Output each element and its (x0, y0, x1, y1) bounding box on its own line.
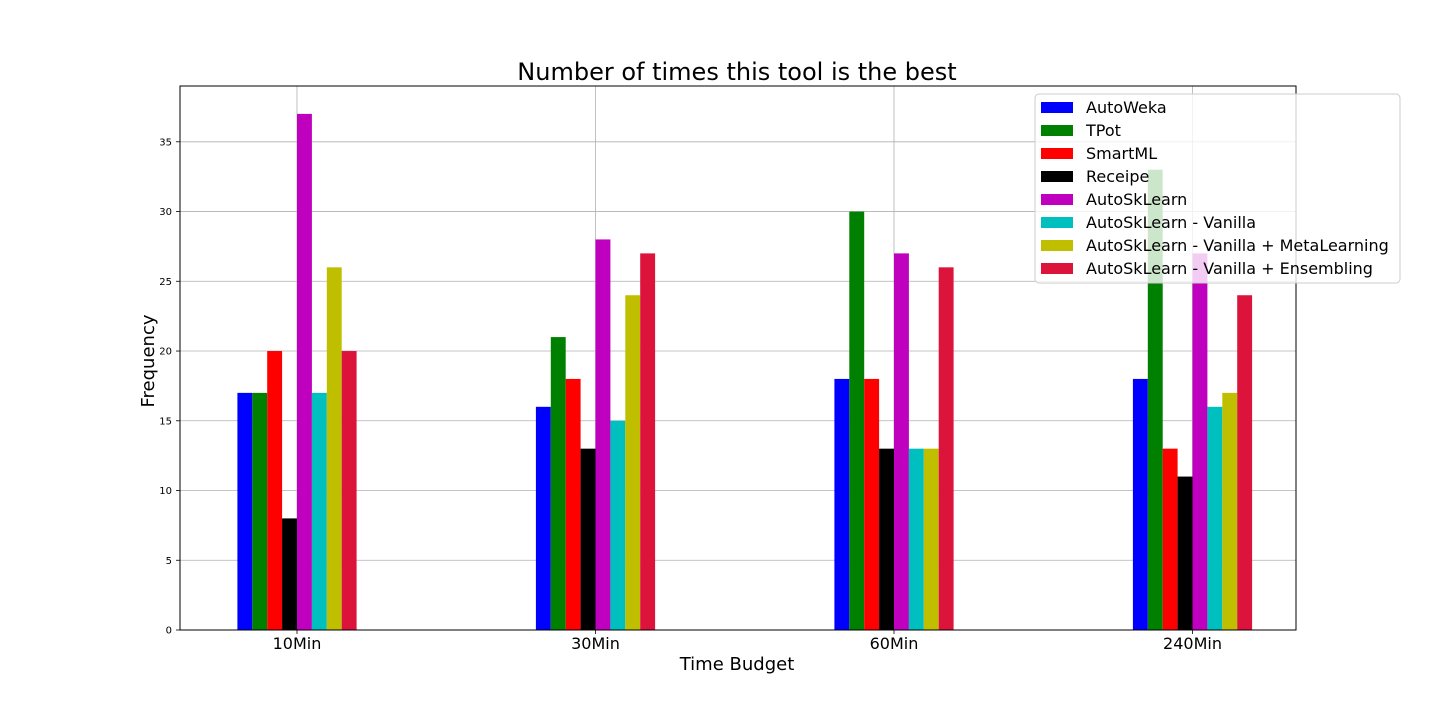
bar (595, 239, 611, 630)
legend-swatch (1041, 171, 1073, 182)
y-tick-label: 30 (159, 207, 172, 218)
legend-label: AutoSkLearn (1086, 190, 1187, 209)
x-tick-label: 30Min (571, 634, 620, 653)
bar (923, 448, 939, 630)
bar (849, 211, 865, 631)
legend-swatch (1041, 148, 1073, 159)
bar (1162, 448, 1178, 630)
y-tick-label: 5 (166, 556, 172, 567)
x-axis-label: Time Budget (679, 654, 795, 675)
legend-swatch (1041, 194, 1073, 205)
x-tick-label: 240Min (1163, 634, 1222, 653)
x-tick-label: 10Min (273, 634, 322, 653)
bar (879, 448, 894, 630)
y-tick-label: 20 (159, 347, 172, 358)
bar (1192, 253, 1208, 630)
legend: AutoWeka TPot SmartML Receipe AutoSkLearn Aut… (1034, 93, 1401, 284)
bar (580, 448, 596, 630)
bar (834, 378, 850, 630)
bar (341, 351, 357, 630)
legend-label: AutoWeka (1086, 98, 1167, 117)
bar (535, 406, 551, 630)
bar (864, 378, 880, 630)
bar (252, 392, 268, 630)
bars (237, 113, 1253, 631)
x-tick-label: 60Min (870, 634, 919, 653)
legend-label: TPot (1085, 121, 1121, 140)
bar (1222, 392, 1238, 630)
bar (565, 378, 581, 630)
bar (1207, 406, 1223, 630)
legend-label: SmartML (1086, 144, 1157, 163)
bar (908, 448, 924, 630)
legend-swatch (1041, 217, 1073, 228)
plot-frame (179, 85, 1297, 631)
bar (610, 420, 626, 630)
bar (1132, 378, 1148, 630)
bar (640, 253, 656, 630)
bar (1177, 476, 1193, 630)
y-tick-label: 35 (159, 137, 172, 148)
axes: 0 5 10 15 20 25 30 35 10Min 30Min 60Min 240Min (159, 85, 1297, 653)
legend-label: AutoSkLearn - Vanilla (1086, 213, 1256, 232)
bar (938, 267, 954, 630)
legend-label: Receipe (1086, 167, 1149, 186)
legend-swatch (1041, 240, 1073, 251)
bar (267, 351, 283, 630)
y-axis-label: Frequency (138, 314, 159, 407)
bar (1237, 295, 1253, 630)
legend-label: AutoSkLearn - Vanilla + MetaLearning (1086, 236, 1389, 255)
bar (326, 267, 342, 630)
bar (311, 392, 327, 630)
y-tick-label: 15 (159, 416, 172, 427)
y-tick-label: 25 (159, 277, 172, 288)
bar (625, 295, 641, 630)
y-tick-label: 0 (166, 626, 172, 637)
y-tick-label: 10 (159, 486, 172, 497)
bar (894, 253, 909, 630)
legend-label: AutoSkLearn - Vanilla + Ensembling (1086, 259, 1373, 278)
bar (237, 392, 253, 630)
legend-swatch (1041, 125, 1073, 136)
legend-swatch (1041, 102, 1073, 113)
bar (550, 337, 566, 630)
chart-title: Number of times this tool is the best (517, 58, 956, 86)
bar (1147, 169, 1163, 630)
legend-box (1034, 93, 1401, 284)
legend-swatch (1041, 263, 1073, 274)
bar (282, 518, 297, 630)
bar (297, 113, 312, 630)
